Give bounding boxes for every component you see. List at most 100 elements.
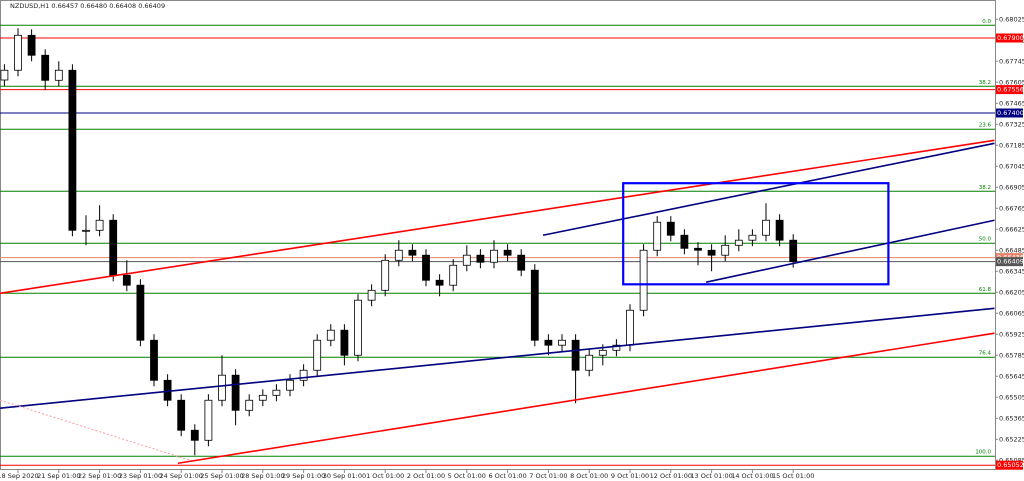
candle-body (653, 221, 662, 251)
candle-body (109, 219, 118, 276)
candle-body (517, 254, 526, 271)
y-tick-label: 0.66485 (999, 246, 1024, 254)
candle-body (449, 264, 458, 286)
x-tick-label: 6 Oct 01:00 (488, 472, 526, 480)
candle-body (503, 249, 512, 256)
candle-body (272, 389, 281, 396)
x-tick-label: 14 Oct 01:00 (731, 472, 773, 480)
y-tick-label: 0.65505 (999, 393, 1024, 401)
y-tick-label: 0.66205 (999, 288, 1024, 296)
candle-body (14, 34, 22, 71)
x-tick-label: 29 Sep 01:00 (282, 472, 325, 480)
x-tick-label: 13 Oct 01:00 (690, 472, 732, 480)
candle-body (394, 249, 403, 261)
y-tick-label: 0.67325 (999, 120, 1024, 128)
candle-body (435, 279, 444, 286)
trendline (705, 219, 995, 283)
trendline (0, 139, 995, 295)
candle-body (381, 259, 390, 291)
candle-body (775, 219, 784, 241)
price-level-label: 0.67556 (997, 86, 1024, 94)
candle-body (27, 34, 36, 56)
fib-label: 0.0 (982, 19, 991, 25)
x-tick-label: 25 Sep 01:00 (200, 472, 243, 480)
fib-label: 76.4 (979, 351, 992, 357)
candle-body (204, 399, 213, 441)
x-tick-label: 5 Oct 01:00 (448, 472, 486, 480)
candle-body (258, 394, 267, 401)
trendline (0, 399, 191, 461)
candle-body (68, 69, 77, 231)
candle-body (544, 339, 553, 346)
candle-body (340, 329, 349, 356)
price-level-tag (996, 108, 1023, 118)
price-level-tag (996, 460, 1023, 470)
trendline (542, 142, 995, 237)
y-tick-label: 0.67465 (999, 99, 1024, 107)
price-level-tag (996, 85, 1023, 95)
candle-body (476, 254, 485, 263)
y-tick-label: 0.67045 (999, 162, 1024, 170)
x-tick-label: 7 Oct 01:00 (529, 472, 567, 480)
candle-body (490, 249, 498, 263)
candle-body (326, 329, 335, 341)
candle-body (585, 354, 594, 371)
price-level-label: 0.66409 (997, 258, 1024, 266)
candle-body (558, 339, 566, 346)
x-tick-label: 8 Oct 01:00 (570, 472, 608, 480)
candle-body (95, 219, 104, 231)
candle-body (612, 344, 621, 351)
y-tick-label: 0.67605 (999, 78, 1024, 86)
candle-body (639, 249, 648, 311)
candle-body (163, 379, 172, 401)
candle-body (82, 229, 90, 232)
candle-body (762, 219, 770, 236)
y-tick-label: 0.65085 (999, 456, 1024, 464)
plot-frame (0, 0, 996, 470)
candle-body (122, 274, 131, 286)
x-tick-label: 9 Oct 01:00 (611, 472, 649, 480)
candle-body (218, 374, 226, 401)
y-tick-label: 0.66765 (999, 204, 1024, 212)
trendline (0, 307, 995, 409)
candle-body (734, 239, 743, 246)
y-tick-label: 0.66625 (999, 225, 1024, 233)
x-tick-label: 28 Sep 01:00 (241, 472, 284, 480)
candle-body (422, 254, 430, 281)
candle-body (177, 399, 186, 431)
x-tick-label: 24 Sep 01:00 (160, 472, 203, 480)
candle-body (408, 249, 417, 256)
fib-label: 23.6 (979, 123, 992, 129)
x-tick-label: 21 Sep 01:00 (37, 472, 80, 480)
candle-body (571, 339, 580, 371)
fib-label: 38.2 (979, 185, 991, 191)
x-tick-label: 2 Oct 01:00 (407, 472, 445, 480)
price-level-label: 0.67900 (997, 34, 1024, 42)
chart-header: NZDUSD,H1 0.66457 0.66480 0.66408 0.6640… (10, 2, 165, 10)
price-level-label: 0.65052 (997, 461, 1024, 469)
price-level-label: 0.67400 (997, 109, 1024, 117)
candle-body (136, 284, 145, 341)
range-box (622, 182, 890, 286)
x-tick-label: 18 Sep 2020 (0, 472, 39, 480)
candle-body (299, 369, 308, 381)
y-tick-label: 0.65925 (999, 330, 1024, 338)
x-tick-label: 12 Oct 01:00 (650, 472, 692, 480)
candle-body (789, 239, 798, 263)
candle-body (41, 54, 50, 81)
candle-body (286, 379, 294, 391)
y-tick-label: 0.67185 (999, 141, 1024, 149)
y-tick-label: 0.65785 (999, 351, 1024, 359)
candle-body (530, 269, 539, 341)
y-tick-label: 0.66345 (999, 267, 1024, 275)
candle-body (721, 244, 730, 256)
y-tick-label: 0.68025 (999, 15, 1024, 23)
trendline (177, 332, 995, 465)
fib-label: 38.2 (979, 80, 991, 86)
candle-body (150, 339, 158, 381)
y-tick-label: 0.65365 (999, 414, 1024, 422)
candle-body (54, 69, 63, 81)
candle-body (313, 339, 322, 371)
candle-body (462, 254, 471, 266)
